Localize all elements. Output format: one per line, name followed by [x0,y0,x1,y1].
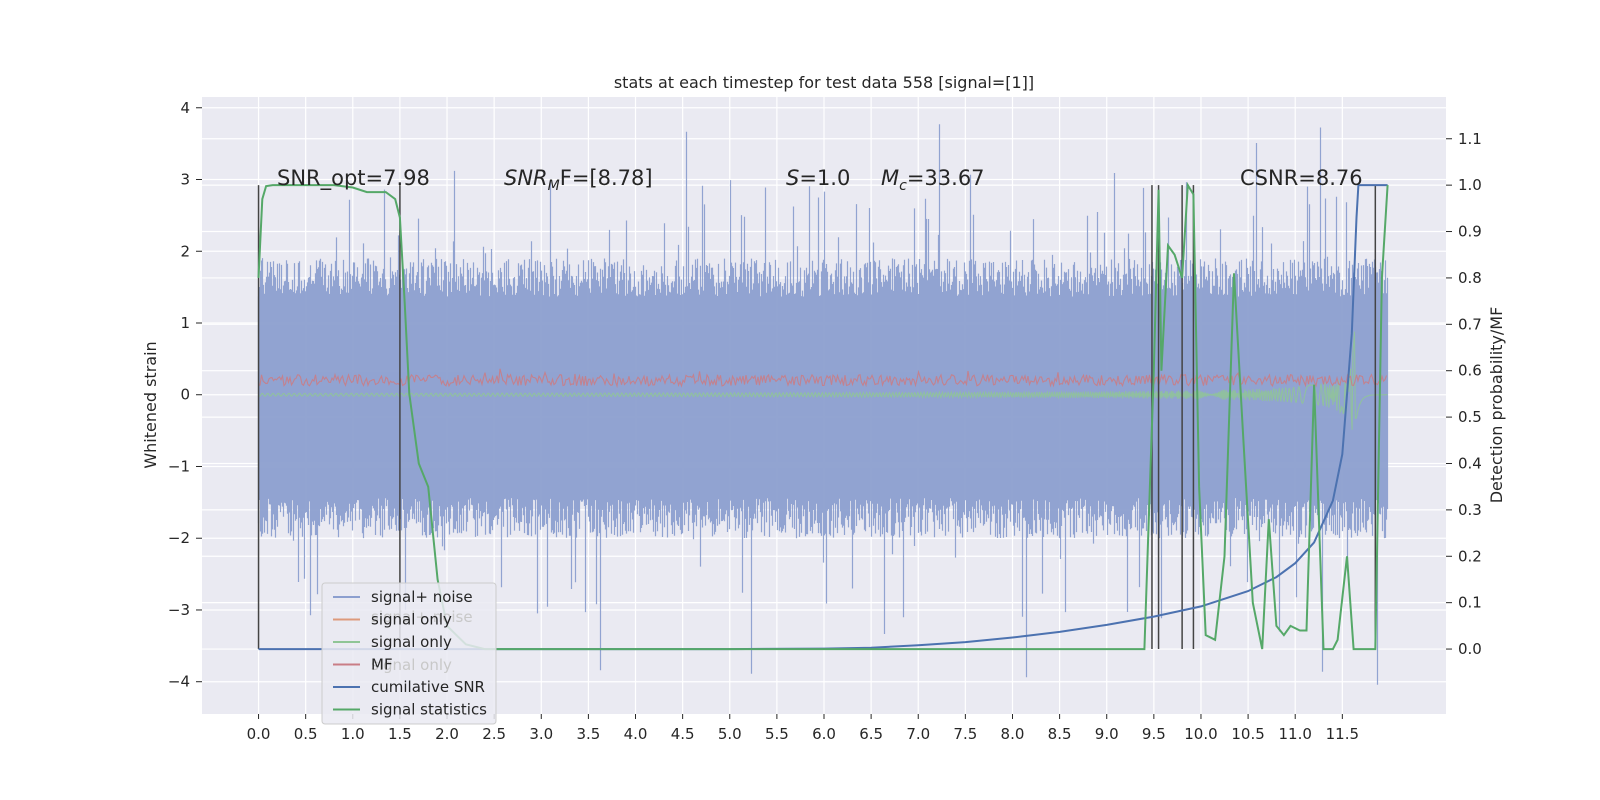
series-cumilative-snr [258,184,1388,651]
ghost-legend-label-2: signal only [371,656,452,674]
y-tick-label-1: 3 [180,171,190,189]
x-tick-label-20: 10.0 [1184,725,1217,743]
x-tick-label-16: 8.0 [1001,725,1025,743]
legend-label-1: signal only [371,611,452,629]
x-tick-label-11: 5.5 [765,725,789,743]
x-tick-label-7: 3.5 [576,725,600,743]
y-tick-label-2: 2 [180,242,190,260]
x-tick-label-15: 7.5 [953,725,977,743]
y2-tick-label-11: 0.0 [1458,640,1482,658]
y-tick-label-7: −3 [168,601,190,619]
series-signal-only [258,331,1388,430]
x-ticks: 0.0 0.5 1.0 1.5 2.0 2.5 3.0 3.5 4.0 4.5 5.0 5.5 6.0 6… [247,714,1359,743]
ghost-legend-label-1: signal+ noise [371,608,473,626]
y2-tick-label-5: 0.6 [1458,362,1482,380]
y2-tick-label-6: 0.5 [1458,408,1482,426]
legend-label-0: signal+ noise [371,588,473,606]
legend-box [321,582,497,725]
annotation-s-var: S [786,166,799,190]
annotation-snr-mf-rest: F=[8.78] [560,166,653,190]
y2-ticks: 1.1 1.0 0.9 0.8 0.7 0.6 0.5 0.4 0.3 0.2 0.1 0.0 [1446,130,1482,658]
annotations: SNR_opt=7.98 SNRMF=[8.78] S=1.0 Mc=33.67… [277,166,1363,194]
y-tick-label-6: −2 [168,529,190,547]
x-tick-label-19: 9.5 [1142,725,1166,743]
x-tick-label-21: 10.5 [1231,725,1264,743]
annotation-mc-var: M [881,166,899,190]
y2-tick-label-4: 0.7 [1458,315,1482,333]
y2-tick-label-7: 0.4 [1458,454,1482,472]
legend-label-3: MF [371,656,393,674]
annotation-mc: Mc=33.67 [881,166,985,194]
y-tick-label-0: 4 [180,99,190,117]
annotation-s-rest: =1.0 [799,166,850,190]
annotation-mc-sub: c [899,178,907,194]
y-tick-label-8: −4 [168,673,190,691]
annotation-mc-rest: =33.67 [907,166,985,190]
legend-label-2: signal only [371,633,452,651]
x-tick-label-17: 8.5 [1048,725,1072,743]
y2-tick-label-2: 0.9 [1458,223,1482,241]
y-tick-label-5: −1 [168,457,190,475]
y2-axis-label: Detection probability/MF [1487,307,1506,504]
series-signal-statistics [257,181,1389,651]
y2-tick-label-0: 1.1 [1458,130,1482,148]
x-tick-label-18: 9.0 [1095,725,1119,743]
annotation-s: S=1.0 [786,166,850,190]
y2-tick-label-10: 0.1 [1458,594,1482,612]
x-tick-label-8: 4.0 [624,725,648,743]
x-tick-label-6: 3.0 [529,725,553,743]
annotation-snr-mf-sub: M [548,178,560,194]
y-tick-label-3: 1 [180,314,190,332]
y-axis-label: Whitened strain [141,341,160,468]
x-tick-label-14: 7.0 [906,725,930,743]
chart-title: stats at each timestep for test data 558… [614,73,1034,92]
x-tick-label-1: 0.5 [294,725,318,743]
annotation-snr-opt: SNR_opt=7.98 [277,166,430,191]
y2-tick-label-8: 0.3 [1458,501,1482,519]
x-tick-label-3: 1.5 [388,725,412,743]
x-tick-label-9: 4.5 [671,725,695,743]
x-tick-label-10: 5.0 [718,725,742,743]
legend: signal+ noise signal only signal+ noises… [321,582,497,725]
x-tick-label-23: 11.5 [1326,725,1359,743]
y2-tick-label-9: 0.2 [1458,547,1482,565]
x-tick-label-4: 2.0 [435,725,459,743]
x-tick-label-13: 6.5 [859,725,883,743]
y2-tick-label-1: 1.0 [1458,176,1482,194]
annotation-snr-mf: SNRMF=[8.78] [504,166,653,194]
legend-label-4: cumilative SNR [371,678,485,696]
legend-label-5: signal statistics [371,701,487,719]
y-tick-label-4: 0 [180,386,190,404]
series-mf [258,368,1388,389]
series-area [257,124,1389,685]
x-tick-label-5: 2.5 [482,725,506,743]
x-tick-label-12: 6.0 [812,725,836,743]
annotation-snr-mf-main: SNR [504,166,548,190]
y-ticks: 4 3 2 1 0 −1 −2 −3 −4 [168,99,202,691]
x-tick-label-2: 1.0 [341,725,365,743]
x-tick-label-22: 11.0 [1279,725,1312,743]
annotation-csnr: CSNR=8.76 [1240,166,1363,190]
x-tick-label-0: 0.0 [247,725,271,743]
y2-tick-label-3: 0.8 [1458,269,1482,287]
